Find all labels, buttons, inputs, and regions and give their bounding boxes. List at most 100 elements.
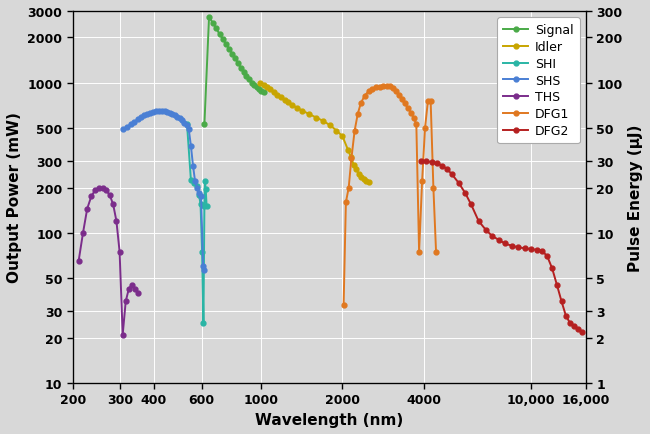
SHI <box>195 192 203 197</box>
SHS <box>155 109 163 114</box>
DFG1 <box>380 85 387 90</box>
Idler <box>339 134 346 139</box>
DFG2 <box>434 161 441 167</box>
SHS <box>191 179 199 184</box>
Idler <box>277 95 285 101</box>
DFG2 <box>558 299 566 304</box>
DFG1 <box>418 179 426 184</box>
Idler <box>313 116 320 121</box>
SHS <box>187 144 195 149</box>
DFG1 <box>372 85 380 91</box>
Signal <box>253 85 261 91</box>
THS <box>127 283 135 288</box>
THS <box>119 332 127 338</box>
Idler <box>293 106 301 111</box>
THS <box>122 299 129 304</box>
SHS <box>134 118 142 123</box>
SHS <box>161 109 168 115</box>
DFG1 <box>348 156 356 161</box>
DFG1 <box>424 99 432 105</box>
SHS <box>183 123 190 128</box>
SHS <box>199 264 207 269</box>
SHS <box>131 120 138 125</box>
SHI <box>187 178 195 183</box>
DFG1 <box>410 116 418 122</box>
THS <box>131 287 139 293</box>
SHS <box>174 115 181 120</box>
Line: Signal: Signal <box>202 15 266 127</box>
DFG2 <box>575 326 582 332</box>
Legend: Signal, Idler, SHI, SHS, THS, DFG1, DFG2: Signal, Idler, SHI, SHS, THS, DFG1, DFG2 <box>497 18 580 144</box>
DFG2 <box>538 249 546 254</box>
DFG2 <box>527 247 535 252</box>
Idler <box>298 109 306 114</box>
Signal <box>209 21 216 26</box>
Signal <box>242 74 250 79</box>
SHS <box>193 186 201 191</box>
DFG1 <box>361 94 369 99</box>
SHI <box>198 250 206 255</box>
SHS <box>158 109 166 114</box>
SHI <box>183 122 191 127</box>
Line: DFG1: DFG1 <box>341 84 439 308</box>
THS <box>135 290 142 296</box>
Idler <box>333 128 341 134</box>
DFG1 <box>369 87 376 92</box>
DFG2 <box>515 245 523 250</box>
DFG1 <box>404 106 411 111</box>
X-axis label: Wavelength (nm): Wavelength (nm) <box>255 412 404 427</box>
Line: Idler: Idler <box>257 81 371 185</box>
SHS <box>168 112 176 117</box>
THS <box>116 250 124 255</box>
DFG1 <box>430 186 437 191</box>
SHS <box>200 267 208 273</box>
DFG1 <box>354 112 361 117</box>
DFG2 <box>467 202 475 207</box>
Idler <box>362 179 370 184</box>
SHS <box>197 194 205 200</box>
Idler <box>256 81 264 86</box>
Signal <box>245 78 253 83</box>
DFG1 <box>376 85 384 90</box>
DFG2 <box>566 321 574 326</box>
SHS <box>178 118 186 124</box>
Signal <box>260 91 268 96</box>
DFG2 <box>439 164 447 169</box>
Idler <box>365 180 372 185</box>
DFG1 <box>340 303 348 308</box>
SHI <box>201 179 209 184</box>
SHS <box>176 116 183 122</box>
SHS <box>163 110 171 115</box>
SHS <box>166 111 174 116</box>
DFG1 <box>383 84 391 89</box>
SHI <box>192 184 200 189</box>
SHS <box>120 127 127 132</box>
DFG2 <box>422 159 430 164</box>
DFG1 <box>351 128 359 134</box>
Idler <box>263 85 271 91</box>
DFG1 <box>342 200 350 205</box>
DFG1 <box>395 93 403 98</box>
Signal <box>240 70 248 75</box>
DFG2 <box>543 254 551 259</box>
DFG1 <box>432 250 440 255</box>
Idler <box>360 177 368 182</box>
Y-axis label: Output Power (mW): Output Power (mW) <box>7 112 22 283</box>
Idler <box>320 119 328 125</box>
SHS <box>150 110 157 115</box>
THS <box>103 188 111 194</box>
Signal <box>257 89 265 94</box>
SHI <box>190 181 198 186</box>
DFG1 <box>400 101 408 106</box>
DFG1 <box>412 122 420 127</box>
Idler <box>260 83 268 89</box>
THS <box>125 287 133 293</box>
Signal <box>228 52 236 57</box>
Idler <box>266 88 274 93</box>
DFG1 <box>407 111 415 116</box>
SHS <box>153 109 161 115</box>
Idler <box>350 163 358 168</box>
DFG1 <box>344 186 352 191</box>
DFG2 <box>461 191 469 196</box>
DFG1 <box>415 250 423 255</box>
